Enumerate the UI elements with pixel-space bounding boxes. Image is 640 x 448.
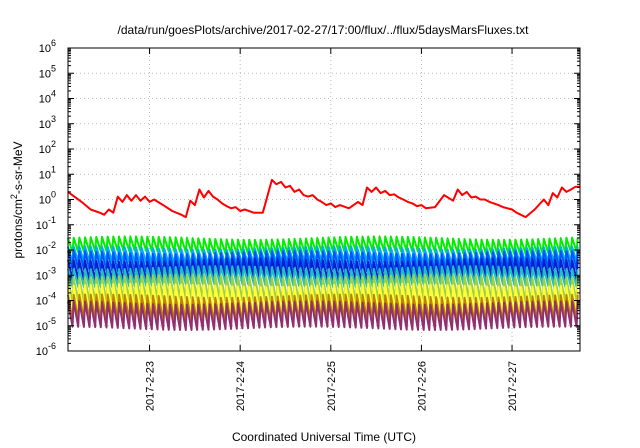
y-tick-label: 100 <box>39 190 56 207</box>
series-line-band-6 <box>67 282 579 317</box>
x-tick-label: 2017-2-24 <box>235 361 247 411</box>
series-line-band-5 <box>67 273 579 304</box>
y-tick-label: 10-5 <box>36 316 56 333</box>
y-axis: 10-6 10-5 10-4 10-3 10-2 10-1 100 101 102 103 104 1… <box>36 38 580 358</box>
y-tick-label: 103 <box>39 114 56 131</box>
y-tick-label: 102 <box>39 139 56 156</box>
y-tick-label: 10-3 <box>36 265 56 282</box>
y-tick-label: 10-2 <box>36 240 56 257</box>
series-line-0 <box>67 178 580 219</box>
series-line-band-8 <box>67 300 579 331</box>
chart-title: /data/run/goesPlots/archive/2017-02-27/1… <box>118 23 530 37</box>
x-tick-label: 2017-2-23 <box>145 361 157 411</box>
y-axis-label: protons/cm2-s-sr-MeV <box>9 141 25 258</box>
x-axis-label: Coordinated Universal Time (UTC) <box>232 430 416 444</box>
series-line-band-4 <box>67 265 579 289</box>
x-tick-label: 2017-2-27 <box>507 361 519 411</box>
y-tick-label: 101 <box>39 164 56 181</box>
y-tick-label: 10-6 <box>36 341 56 358</box>
y-tick-label: 10-4 <box>36 291 56 308</box>
x-tick-label: 2017-2-26 <box>416 361 428 411</box>
series-line-band-7 <box>67 293 579 325</box>
x-axis: 2017-2-23 2017-2-24 2017-2-25 2017-2-26 2017… <box>145 48 519 411</box>
series-line-band-1 <box>67 245 579 266</box>
series-layer <box>67 178 580 331</box>
y-tick-label: 105 <box>39 63 56 80</box>
x-tick-label: 2017-2-25 <box>326 361 338 411</box>
series-line-band-2 <box>67 249 579 274</box>
y-tick-label: 10-1 <box>36 215 56 232</box>
series-line-band-0 <box>67 235 579 256</box>
y-tick-label: 106 <box>39 38 56 55</box>
y-tick-label: 104 <box>39 89 56 106</box>
series-line-band-3 <box>67 257 579 282</box>
